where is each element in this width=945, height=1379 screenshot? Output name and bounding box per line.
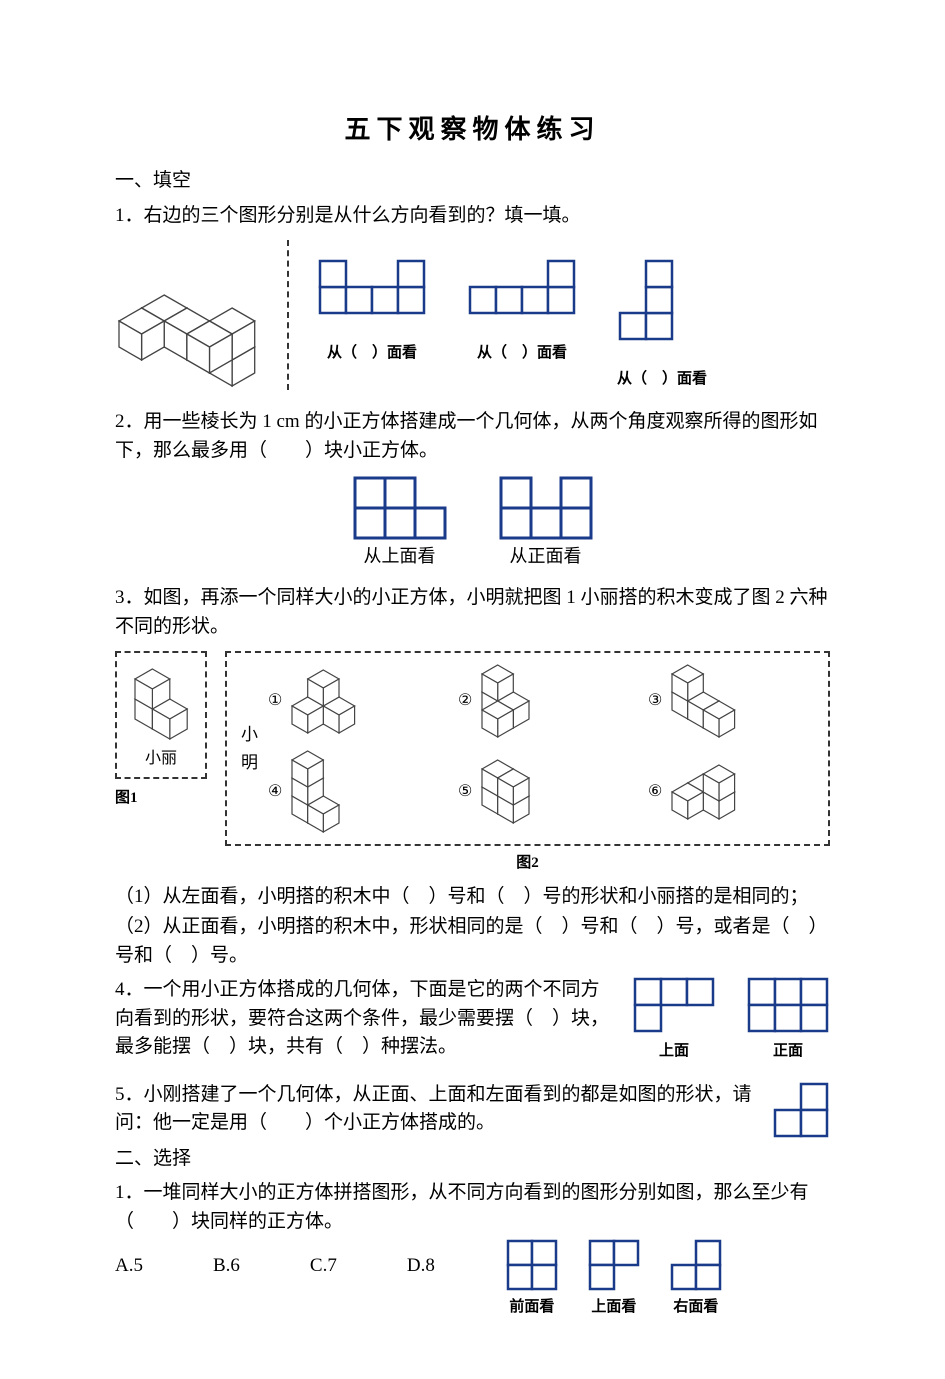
q3-sub2: （2）从正面看，小明搭的积木中，形状相同的是（ ）号和（ ）号，或者是（ ）号和… <box>115 913 830 970</box>
q4-view-1: 正面 <box>746 976 830 1063</box>
q4-view-0: 上面 <box>632 976 716 1063</box>
q5-text: 5．小刚搭建了一个几何体，从正面、上面和左面看到的都是如图的形状，请问：他一定是… <box>115 1084 752 1134</box>
section-1-heading: 一、填空 <box>115 167 830 196</box>
s2q1-views: 前面看上面看右面看 <box>505 1238 723 1319</box>
divider-line <box>287 240 289 390</box>
q5-view <box>772 1081 830 1139</box>
worksheet-page: 五下观察物体练习 一、填空 1．右边的三个图形分别是从什么方向看到的？填一填。 … <box>0 0 945 1379</box>
q4-text: 4．一个用小正方体搭成的几何体，下面是它的两个不同方向看到的形状，要符合这两个条… <box>115 979 609 1057</box>
q1-views: 从（ ）面看从（ ）面看从（ ）面看 <box>317 258 707 391</box>
s2q1-view-2: 右面看 <box>669 1238 723 1319</box>
q3-sub1: （1）从左面看，小明搭的积木中（ ）号和（ ）号的形状和小丽搭的是相同的； <box>115 883 830 912</box>
q2-view-1: 从正面看 <box>498 475 594 570</box>
q1-text: 1．右边的三个图形分别是从什么方向看到的？填一填。 <box>115 202 830 231</box>
q2-views: 从上面看从正面看 <box>115 475 830 570</box>
q1-iso <box>115 291 259 390</box>
q4-views: 上面正面 <box>632 976 830 1063</box>
q1-view-0: 从（ ）面看 <box>317 258 427 391</box>
q1-view-2: 从（ ）面看 <box>617 258 707 391</box>
s2q1-view-0: 前面看 <box>505 1238 559 1319</box>
q3-figures: 小丽图1小 明①②③④⑤⑥图2 <box>115 651 830 875</box>
option-d: D.8 <box>407 1252 435 1281</box>
q3-text: 3．如图，再添一个同样大小的小正方体，小明就把图 1 小丽搭的积木变成了图 2 … <box>115 584 830 641</box>
option-b: B.6 <box>213 1252 240 1281</box>
q2-view-0: 从上面看 <box>352 475 448 570</box>
q2-text: 2．用一些棱长为 1 cm 的小正方体搭建成一个几何体，从两个角度观察所得的图形… <box>115 408 830 465</box>
page-title: 五下观察物体练习 <box>115 110 830 149</box>
s2q1-text: 1．一堆同样大小的正方体拼搭图形，从不同方向看到的图形分别如图，那么至少有（ ）… <box>115 1179 830 1236</box>
q1-view-1: 从（ ）面看 <box>467 258 577 391</box>
section-2-heading: 二、选择 <box>115 1145 830 1174</box>
option-a: A.5 <box>115 1252 143 1281</box>
s2q1-view-1: 上面看 <box>587 1238 641 1319</box>
option-c: C.7 <box>310 1252 337 1281</box>
